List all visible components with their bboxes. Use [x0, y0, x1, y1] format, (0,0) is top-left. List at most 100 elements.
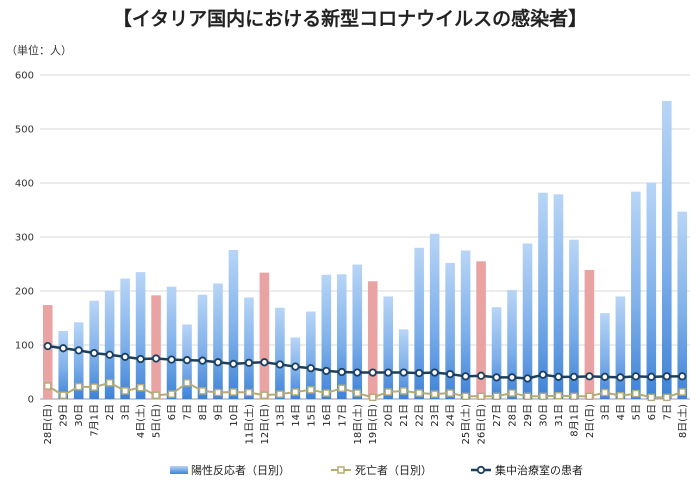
icu-point	[430, 368, 439, 377]
bar	[104, 290, 115, 399]
icu-point	[229, 359, 238, 368]
x-axis: 28日(日) 29日 30日 7月1日 2日 3日 4日(土) 5日(日) 6日 7日 8日 9日 10…	[43, 404, 689, 445]
icu-point	[167, 355, 176, 364]
x-tick-label: 7月1日	[89, 404, 101, 437]
bar	[460, 250, 471, 399]
icu-point	[353, 368, 362, 377]
unit-label: （単位：人）	[6, 44, 72, 57]
x-tick-label: 7日	[662, 404, 673, 420]
deaths-point	[384, 388, 392, 396]
bar	[491, 307, 502, 399]
x-tick-label: 5日	[631, 404, 642, 420]
deaths-point	[229, 388, 238, 396]
chart-title: 【イタリア国内における新型コロナウイルスの感染者】	[112, 8, 588, 30]
bar	[228, 249, 239, 399]
deaths-point	[307, 386, 315, 394]
x-tick-label: 20日	[384, 404, 395, 427]
x-tick-label: 29日	[59, 404, 70, 427]
x-tick-label: 30日	[538, 404, 549, 427]
icu-point	[43, 341, 52, 351]
bar	[615, 296, 626, 399]
legend-item-deaths: 死亡者（日別）	[330, 462, 432, 478]
icu-point	[554, 372, 563, 381]
x-tick-label: 26日(日)	[477, 404, 488, 445]
x-tick-label: 3日	[121, 404, 132, 420]
deaths-point	[59, 391, 67, 399]
icu-point	[523, 374, 532, 383]
bar	[336, 274, 347, 399]
x-tick-label: 10日	[229, 404, 240, 427]
x-tick-label: 9日	[213, 404, 224, 420]
bar	[677, 211, 688, 399]
icu-point	[121, 352, 130, 361]
deaths-point	[554, 392, 563, 400]
x-tick-label: 21日	[399, 404, 410, 427]
legend-swatch-icu	[471, 465, 491, 475]
icu-point	[600, 372, 609, 381]
deaths-point	[183, 379, 191, 387]
deaths-point	[74, 382, 83, 391]
icu-point	[59, 344, 68, 353]
bar	[367, 281, 378, 399]
x-tick-label: 6日	[167, 404, 178, 420]
icu-point	[415, 368, 424, 378]
bar	[135, 272, 146, 399]
bar-series	[42, 100, 688, 400]
x-tick-label: 19日(日)	[368, 404, 379, 445]
deaths-point	[338, 384, 346, 392]
bar	[197, 294, 208, 399]
icu-point	[244, 358, 254, 367]
x-tick-label: 27日	[492, 404, 503, 427]
y-tick-label: 200	[15, 287, 34, 298]
deaths-point	[399, 387, 408, 395]
x-tick-label: 28日	[508, 404, 519, 427]
deaths-point	[601, 388, 609, 397]
bar	[398, 329, 409, 399]
x-tick-label: 17日	[337, 404, 348, 427]
icu-point	[678, 372, 687, 381]
x-tick-label: 22日	[415, 404, 426, 427]
icu-point	[461, 372, 470, 381]
deaths-point	[570, 392, 578, 400]
bar	[383, 296, 394, 399]
x-tick-label: 16日	[322, 404, 333, 427]
deaths-point	[616, 392, 625, 400]
deaths-point	[291, 388, 300, 396]
y-tick-label: 300	[15, 233, 34, 244]
gridlines	[40, 74, 690, 400]
deaths-point	[492, 392, 501, 400]
deaths-point	[477, 392, 485, 400]
y-tick-label: 0	[28, 395, 34, 406]
bar	[507, 289, 517, 399]
icu-point	[198, 356, 207, 365]
deaths-point	[121, 387, 129, 395]
deaths-point	[90, 383, 98, 391]
deaths-point	[136, 383, 145, 392]
x-tick-label: 15日	[306, 404, 317, 427]
deaths-point	[260, 391, 269, 399]
bar	[321, 274, 332, 399]
x-tick-label: 24日	[446, 404, 457, 427]
icu-point	[337, 367, 346, 377]
x-tick-label: 23日	[430, 404, 441, 427]
legend-swatch-deaths	[331, 466, 351, 474]
line-series	[43, 341, 687, 402]
bar	[213, 283, 223, 399]
legend-swatch-bar	[170, 466, 188, 474]
x-tick-label: 6日	[647, 404, 658, 420]
bar	[553, 194, 564, 399]
icu-point	[647, 372, 656, 381]
icu-point	[182, 356, 192, 365]
bar	[244, 297, 254, 399]
icu-point	[306, 364, 315, 373]
legend-label-deaths: 死亡者（日別）	[355, 464, 432, 477]
icu-point	[446, 370, 455, 379]
icu-point	[322, 366, 331, 376]
deaths-point	[276, 390, 284, 398]
x-tick-label: 2日(日)	[585, 404, 596, 438]
y-tick-label: 100	[15, 341, 34, 352]
x-tick-label: 7日	[183, 404, 194, 420]
icu-point	[105, 350, 114, 359]
deaths-point	[647, 393, 656, 402]
icu-point	[616, 373, 625, 382]
